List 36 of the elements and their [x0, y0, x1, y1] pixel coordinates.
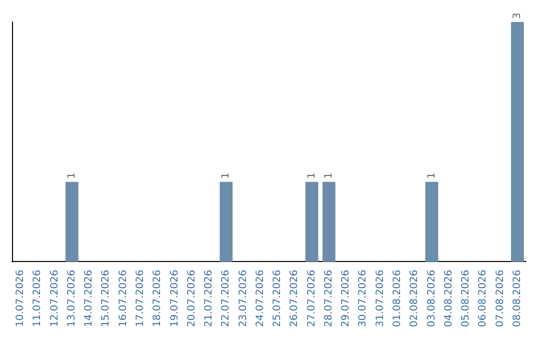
- data-label: 1: [306, 172, 318, 179]
- x-tick-label: 29.07.2026: [340, 270, 352, 328]
- x-tick-label: 06.08.2026: [478, 270, 489, 328]
- x-tick-label: 22.07.2026: [220, 270, 232, 328]
- x-tick-label: 07.08.2026: [494, 270, 506, 328]
- x-tick-label: 04.08.2026: [443, 270, 454, 328]
- x-tick-label: 03.08.2026: [426, 270, 438, 328]
- data-label: 1: [220, 172, 232, 179]
- x-tick-label: 17.07.2026: [135, 270, 146, 328]
- x-tick-label: 12.07.2026: [49, 270, 60, 328]
- x-tick-label: 02.08.2026: [409, 270, 420, 328]
- x-tick-label: 13.07.2026: [66, 270, 78, 328]
- x-tick-label: 28.07.2026: [323, 270, 334, 328]
- x-tick-label: 25.07.2026: [272, 270, 284, 328]
- x-tick-label: 19.07.2026: [169, 270, 180, 328]
- data-label: 3: [512, 12, 523, 19]
- x-tick-label: 21.07.2026: [204, 270, 215, 328]
- x-tick-label: 14.07.2026: [84, 270, 95, 328]
- x-tick-label: 11.07.2026: [32, 270, 44, 328]
- data-label: 1: [426, 172, 438, 179]
- x-tick-label: 08.08.2026: [512, 270, 523, 328]
- x-tick-label: 18.07.2026: [152, 270, 164, 328]
- x-tick-label: 31.07.2026: [374, 270, 386, 328]
- x-tick-label: 30.07.2026: [358, 270, 369, 328]
- x-tick-label: 27.07.2026: [306, 270, 318, 328]
- data-label: 1: [323, 172, 334, 179]
- x-tick-label: 20.07.2026: [186, 270, 198, 328]
- x-tick-label: 16.07.2026: [118, 270, 129, 328]
- data-label: 1: [66, 172, 78, 179]
- x-tick-label: 05.08.2026: [460, 270, 472, 328]
- x-tick-label: 01.08.2026: [392, 270, 403, 328]
- x-tick-label: 26.07.2026: [289, 270, 300, 328]
- x-tick-label: 24.07.2026: [254, 270, 266, 328]
- x-tick-label: 15.07.2026: [100, 270, 112, 328]
- x-tick-label: 23.07.2026: [238, 270, 249, 328]
- x-tick-label: 10.07.2026: [15, 270, 26, 328]
